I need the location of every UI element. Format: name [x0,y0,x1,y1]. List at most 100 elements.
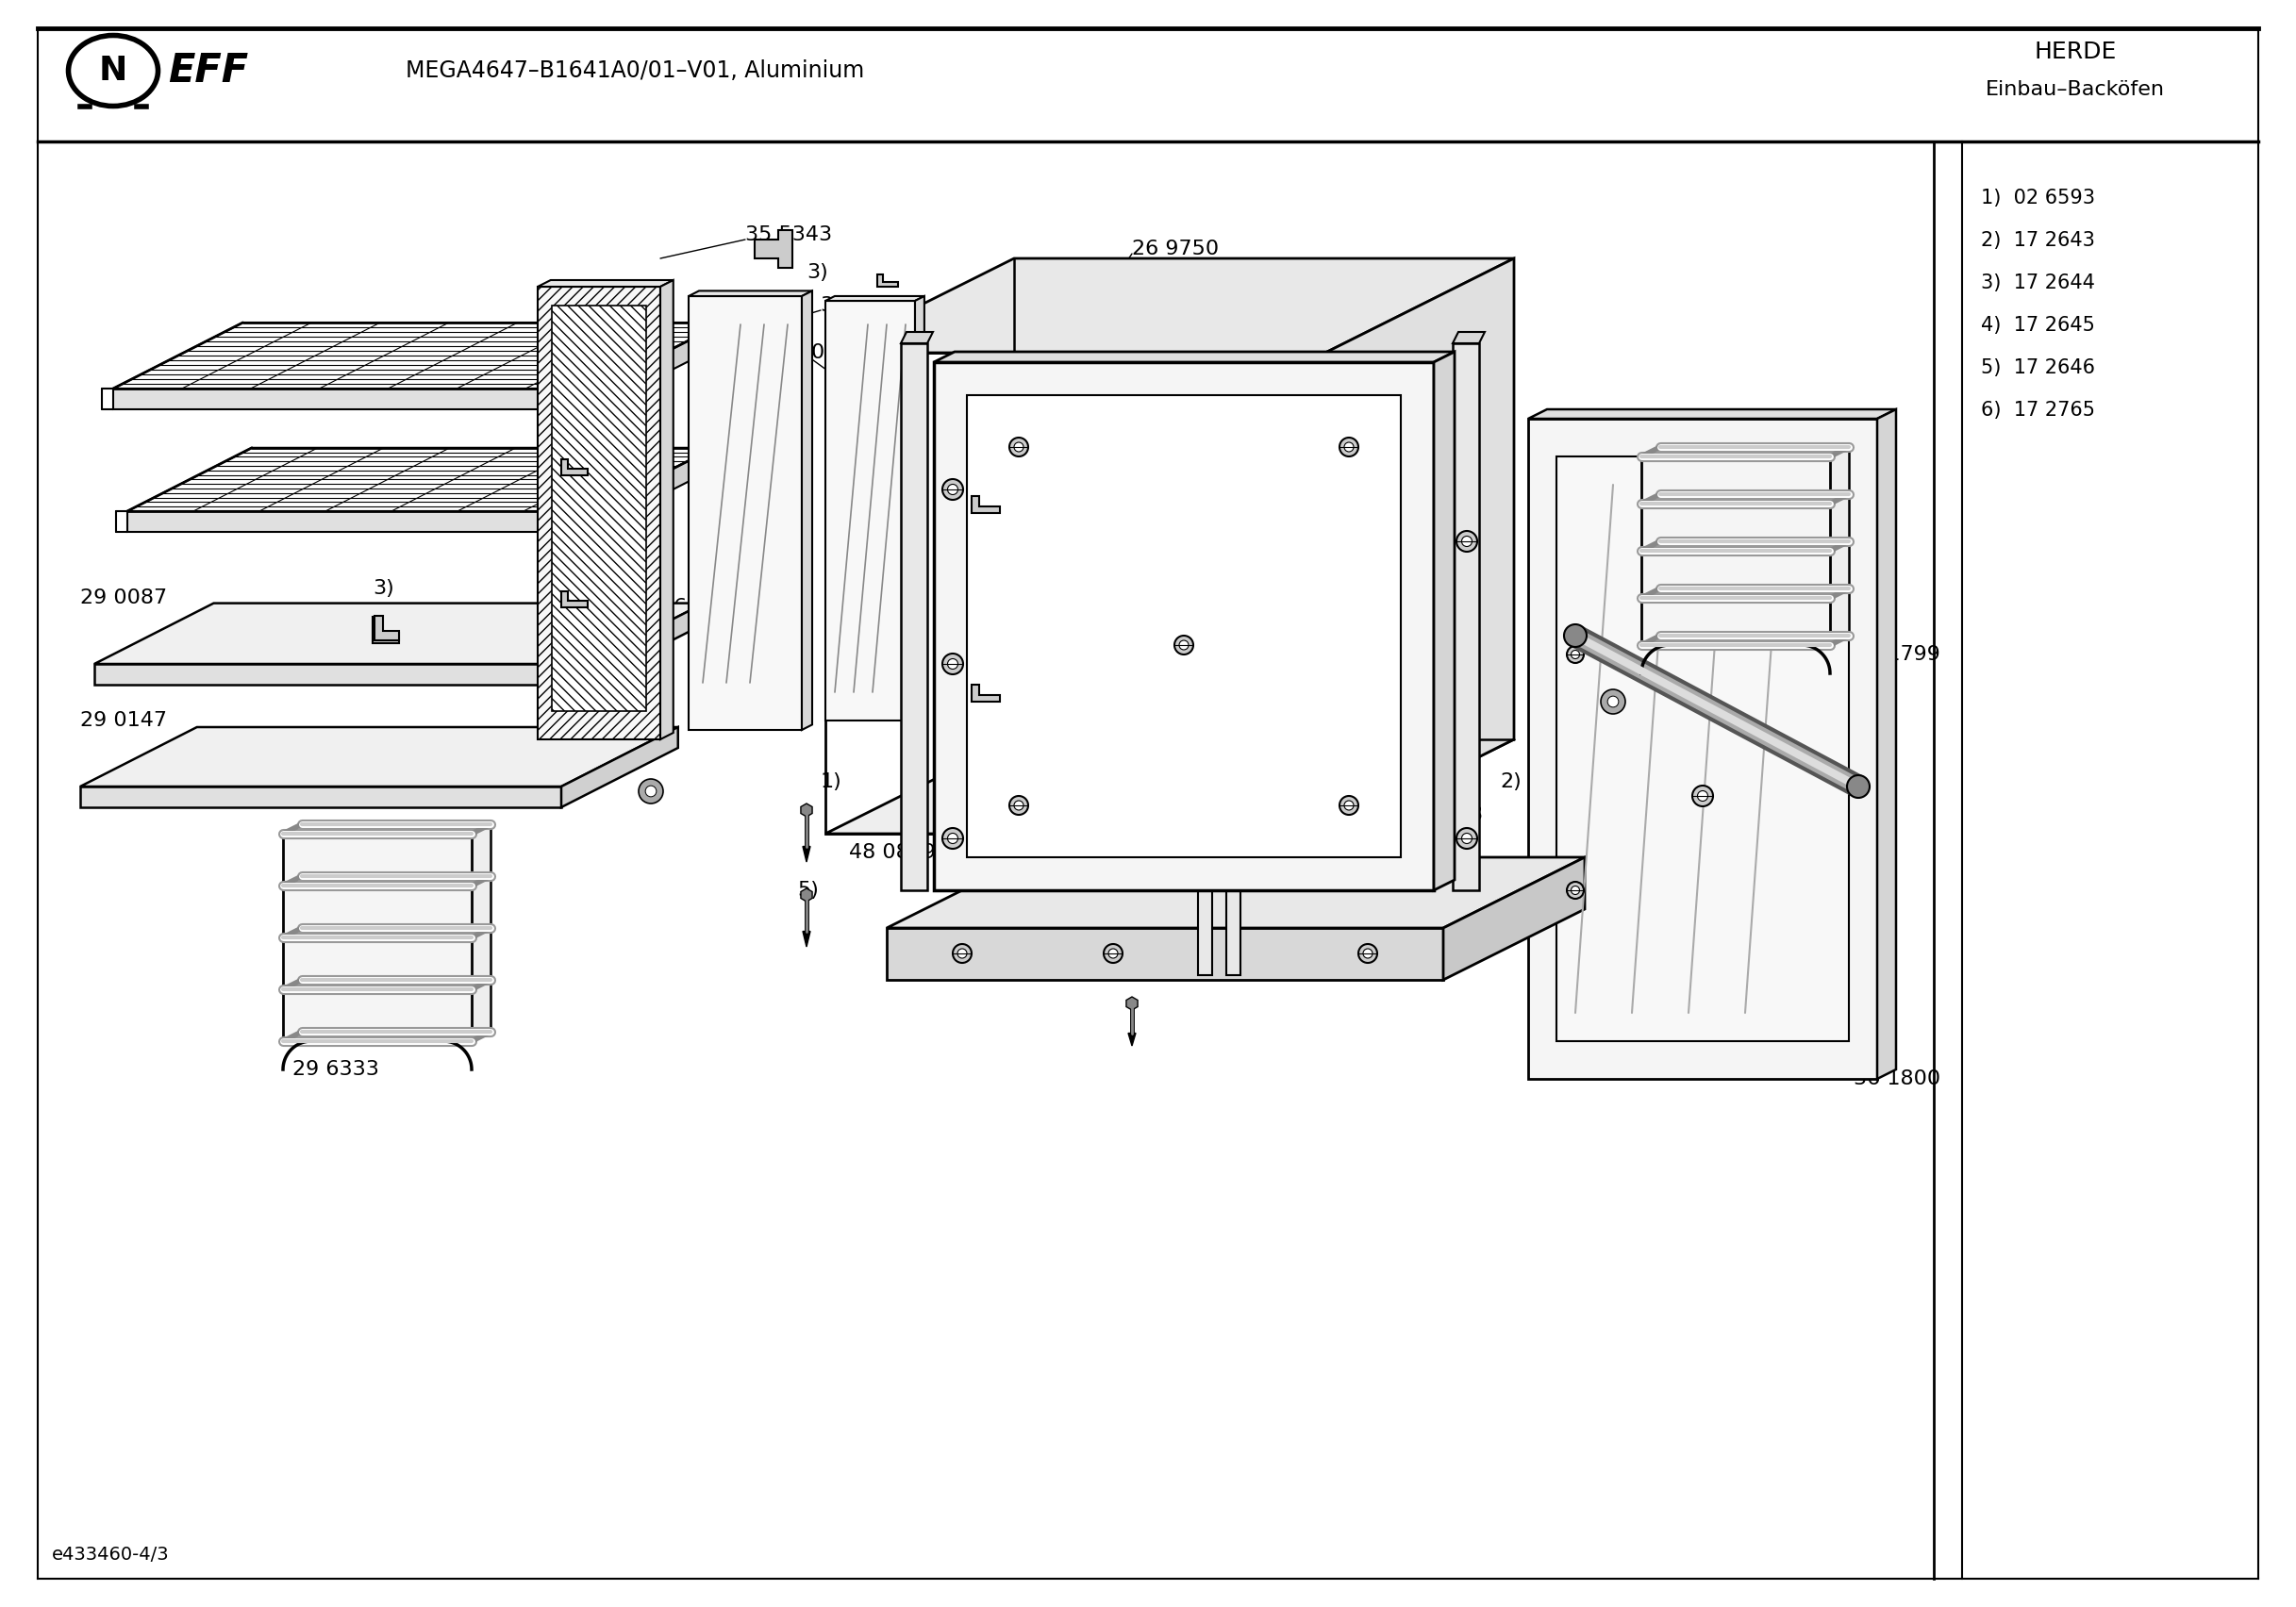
Circle shape [953,943,971,963]
Polygon shape [900,333,932,344]
Text: 3): 3) [372,579,395,598]
Polygon shape [971,685,999,702]
Polygon shape [1453,333,1486,344]
Polygon shape [801,889,813,902]
Text: 36 1800: 36 1800 [1853,1069,1940,1088]
Text: e433460-4/3: e433460-4/3 [53,1546,170,1564]
Polygon shape [916,296,925,720]
Polygon shape [560,726,677,807]
Text: 5): 5) [953,532,974,551]
Circle shape [1600,689,1626,714]
Circle shape [1109,948,1118,958]
Polygon shape [801,291,813,730]
Circle shape [1015,442,1024,452]
Text: 5): 5) [797,881,820,900]
Text: 29 0089: 29 0089 [661,456,746,476]
Text: 4): 4) [1603,844,1626,861]
Polygon shape [585,603,705,685]
Text: 3)  17 2644: 3) 17 2644 [1981,273,2094,292]
Text: 1)  02 6593: 1) 02 6593 [1981,188,2094,207]
Text: 4)  17 2645: 4) 17 2645 [1981,317,2094,334]
Polygon shape [372,617,400,643]
Text: 3): 3) [905,381,925,400]
Polygon shape [1199,410,1212,975]
Circle shape [1176,636,1194,654]
Text: 6): 6) [953,352,974,371]
Polygon shape [824,259,1513,352]
Circle shape [1570,885,1580,895]
Polygon shape [1453,344,1479,890]
Circle shape [1010,795,1029,815]
Polygon shape [113,323,723,389]
Circle shape [1566,646,1584,664]
Polygon shape [94,603,705,664]
Circle shape [1339,437,1359,456]
Polygon shape [537,280,673,286]
Polygon shape [560,591,588,607]
Circle shape [1564,624,1587,648]
Circle shape [948,484,957,495]
Text: 09 6850: 09 6850 [810,344,898,362]
Text: 26 9750: 26 9750 [661,598,746,617]
Polygon shape [1325,259,1513,834]
Text: 5)  17 2646: 5) 17 2646 [1981,358,2094,378]
Polygon shape [934,352,1456,362]
Text: 36 1799: 36 1799 [1853,644,1940,664]
Polygon shape [886,927,1444,980]
Text: 35 5347: 35 5347 [1146,286,1233,305]
Circle shape [941,654,962,675]
Polygon shape [934,362,1433,890]
Text: 48 0819: 48 0819 [850,844,937,861]
Polygon shape [1127,1033,1137,1046]
Polygon shape [1642,456,1830,644]
Text: 26 6698: 26 6698 [1396,805,1483,824]
Polygon shape [661,280,673,739]
Polygon shape [1660,447,1848,636]
Text: 29 6333: 29 6333 [1669,532,1756,551]
Polygon shape [824,739,1513,834]
Polygon shape [755,230,792,268]
Polygon shape [126,511,590,532]
Circle shape [1359,943,1378,963]
Polygon shape [689,296,801,730]
Text: 26 6698: 26 6698 [1061,900,1148,919]
Text: 5): 5) [1293,588,1313,607]
Polygon shape [113,389,595,410]
Text: 4): 4) [1678,910,1701,927]
Circle shape [1343,442,1355,452]
Circle shape [1463,832,1472,844]
Circle shape [1570,651,1580,659]
Circle shape [1846,775,1869,797]
Polygon shape [801,804,813,816]
Polygon shape [1529,410,1896,419]
Polygon shape [971,497,999,513]
Polygon shape [1529,419,1878,1078]
Circle shape [645,786,657,797]
Circle shape [948,659,957,669]
Circle shape [1566,882,1584,898]
Circle shape [1364,948,1373,958]
Text: EFF: EFF [168,51,248,90]
Polygon shape [967,395,1401,857]
Polygon shape [804,847,810,861]
Text: 35 5345: 35 5345 [820,296,907,315]
Polygon shape [877,275,898,286]
Polygon shape [1557,456,1848,1041]
Text: 6)  17 2765: 6) 17 2765 [1981,400,2094,419]
Text: 3): 3) [806,264,829,281]
Text: 26 9750: 26 9750 [1132,239,1219,259]
Text: 2): 2) [1169,937,1192,956]
Text: 35 5343: 35 5343 [746,225,831,244]
Polygon shape [824,296,925,301]
Circle shape [1343,800,1355,810]
Circle shape [1015,800,1024,810]
Polygon shape [537,286,661,739]
Text: 29 0147: 29 0147 [80,710,168,730]
Text: Einbau–Backöfen: Einbau–Backöfen [1986,80,2165,100]
Text: 48 0123: 48 0123 [1052,961,1139,980]
Circle shape [1697,791,1708,802]
Circle shape [1692,786,1713,807]
Polygon shape [1433,352,1456,890]
Circle shape [1607,696,1619,707]
Polygon shape [301,824,491,1032]
